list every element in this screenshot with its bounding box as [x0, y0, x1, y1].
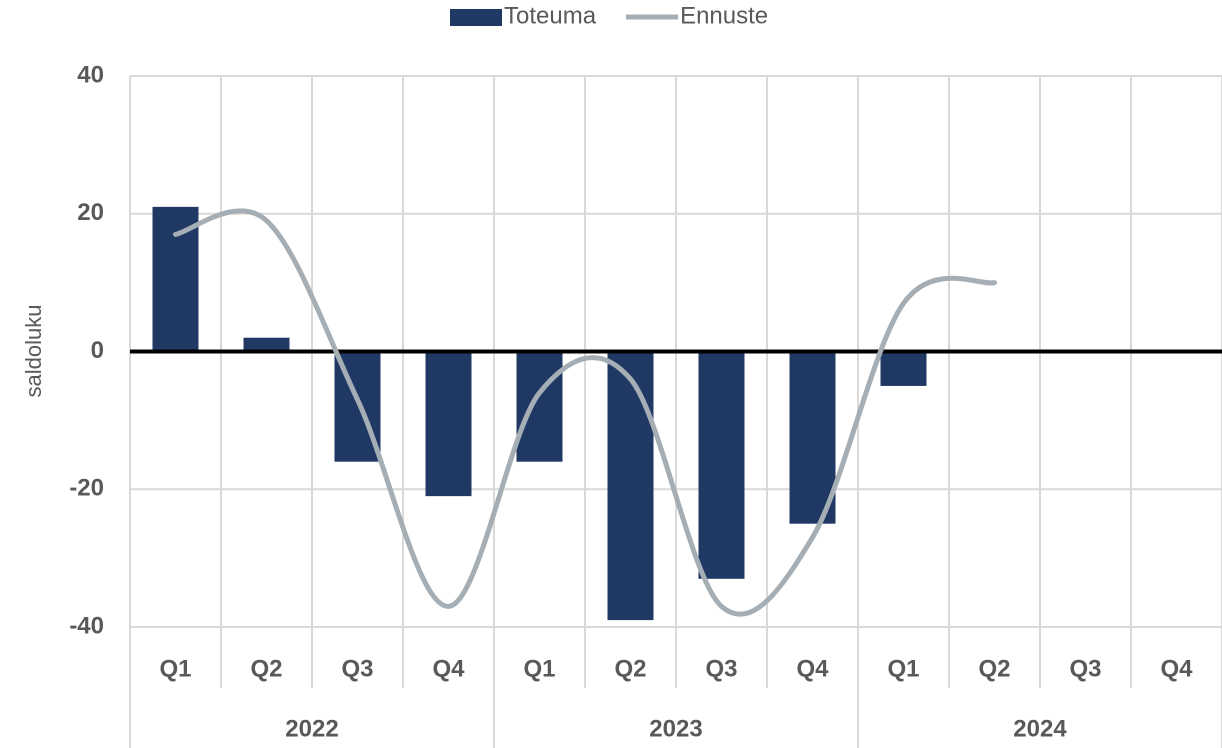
line [173, 208, 997, 617]
legend-label: Toteuma [504, 2, 597, 29]
y-tick-label: -40 [69, 612, 104, 639]
bar [152, 206, 199, 352]
y-axis-label: saldoluku [21, 305, 46, 398]
x-tick-label: Q2 [978, 655, 1010, 682]
x-tick-label: Q3 [705, 655, 737, 682]
y-tick-label: 20 [77, 199, 104, 226]
x-tick-label: Q3 [1069, 655, 1101, 682]
y-tick-label: 0 [91, 337, 104, 364]
x-tick-label: Q3 [341, 655, 373, 682]
group-label: 2022 [285, 715, 338, 742]
x-tick-label: Q1 [159, 655, 191, 682]
bar [880, 351, 927, 386]
legend-swatch [450, 9, 502, 26]
bar [607, 351, 654, 621]
x-tick-label: Q4 [796, 655, 829, 682]
y-tick-label: 40 [77, 61, 104, 88]
x-tick-label: Q4 [1160, 655, 1193, 682]
y-tick-label: -20 [69, 475, 104, 502]
bar [698, 351, 745, 579]
x-tick-label: Q1 [523, 655, 555, 682]
bar [789, 351, 836, 524]
x-tick-label: Q1 [887, 655, 919, 682]
x-tick-label: Q4 [432, 655, 465, 682]
group-label: 2024 [1013, 715, 1067, 742]
bar [425, 351, 472, 497]
group-label: 2023 [649, 715, 702, 742]
x-tick-label: Q2 [250, 655, 282, 682]
bar [243, 337, 290, 352]
x-tick-label: Q2 [614, 655, 646, 682]
bar [516, 351, 563, 462]
legend-label: Ennuste [680, 2, 768, 29]
